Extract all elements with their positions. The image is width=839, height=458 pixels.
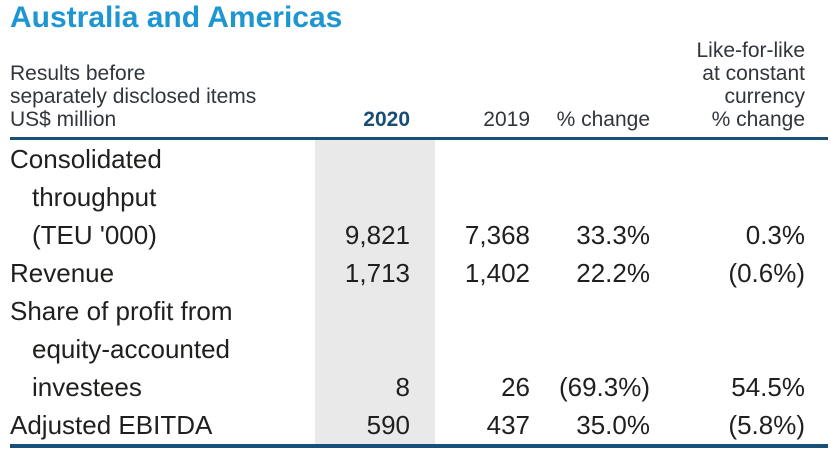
row-label-line: investees — [32, 372, 142, 402]
cell-pct-change: 33.3% — [576, 220, 650, 250]
row-label-line: Adjusted EBITDA — [10, 410, 213, 440]
cell-2019: 1,402 — [464, 258, 530, 288]
table-row: Adjusted EBITDA 590 437 35.0% (5.8%) — [10, 406, 828, 444]
header-rule — [10, 137, 828, 140]
segment-results-card: Australia and Americas Results before se… — [10, 0, 828, 448]
cell-2020: 590 — [315, 406, 435, 444]
col-header-like-for-like: Like-for-like at constant currency % cha… — [650, 39, 828, 131]
page-title: Australia and Americas — [10, 1, 343, 34]
table-description-line: separately disclosed items — [10, 85, 257, 108]
cell-pct-change: (69.3%) — [558, 372, 650, 402]
row-label-line: Consolidated — [10, 144, 162, 174]
col-header-2019: 2019 — [483, 108, 530, 131]
table-row: Revenue 1,713 1,402 22.2% (0.6%) — [10, 254, 828, 292]
table-description: Results before separately disclosed item… — [10, 62, 315, 131]
table-row: Consolidated throughput (TEU '000) 9,821… — [10, 140, 828, 254]
table-description-line: Results before — [10, 62, 146, 85]
cell-2019: 7,368 — [464, 220, 530, 250]
row-label: Consolidated throughput (TEU '000) — [10, 140, 315, 254]
row-label-line: (TEU '000) — [32, 220, 157, 250]
cell-2020: 1,713 — [315, 254, 435, 292]
cell-like-for-like: 0.3% — [745, 220, 805, 250]
cell-2020: 8 — [315, 292, 435, 406]
table-row: Share of profit from equity-accounted in… — [10, 292, 828, 406]
col-header-like-for-like-line: currency — [724, 85, 805, 108]
cell-like-for-like: 54.5% — [731, 372, 805, 402]
cell-like-for-like: (0.6%) — [728, 258, 805, 288]
row-label: Adjusted EBITDA — [10, 406, 315, 444]
cell-like-for-like: (5.8%) — [728, 410, 805, 440]
cell-pct-change: 22.2% — [576, 258, 650, 288]
row-label-line: equity-accounted — [32, 334, 231, 364]
cell-2019: 26 — [501, 372, 530, 402]
col-header-like-for-like-line: % change — [711, 108, 805, 131]
cell-2019: 437 — [486, 410, 530, 440]
col-header-like-for-like-line: at constant — [702, 62, 805, 85]
row-label-line: throughput — [32, 182, 157, 212]
table-header-row: Results before separately disclosed item… — [10, 39, 828, 131]
table-bottom-rule — [10, 444, 828, 448]
cell-pct-change: 35.0% — [576, 410, 650, 440]
row-label: Share of profit from equity-accounted in… — [10, 292, 315, 406]
row-label: Revenue — [10, 254, 315, 292]
col-header-2020: 2020 — [363, 108, 410, 131]
col-header-pct-change: % change — [556, 108, 650, 131]
cell-2020: 9,821 — [315, 140, 435, 254]
table-description-line: US$ million — [10, 108, 117, 131]
row-label-line: Revenue — [10, 258, 115, 288]
row-label-line: Share of profit from — [10, 296, 233, 326]
col-header-like-for-like-line: Like-for-like — [696, 39, 805, 62]
